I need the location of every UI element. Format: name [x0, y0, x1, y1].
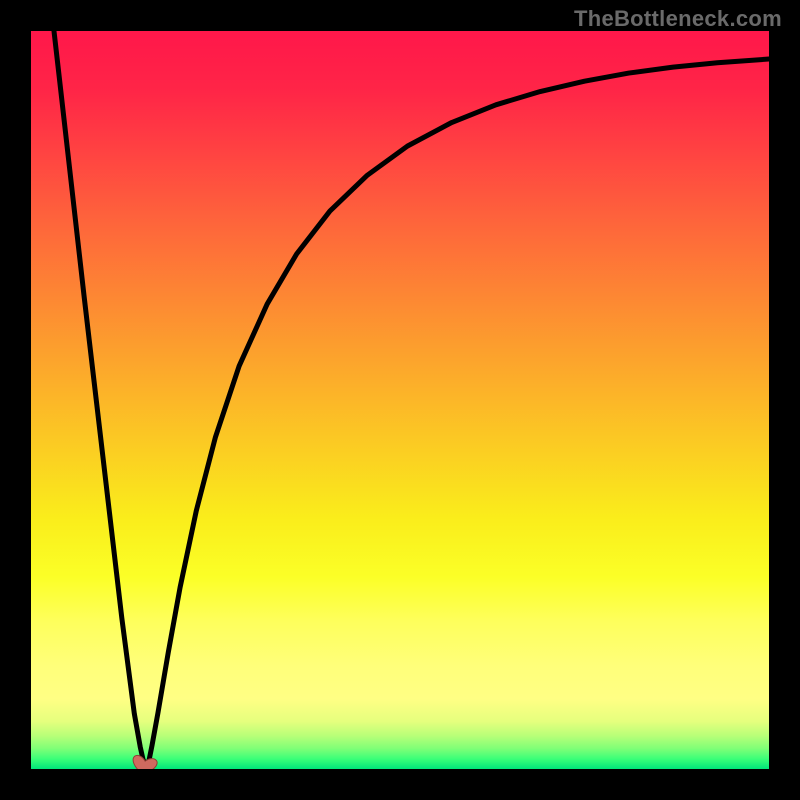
plot-area	[0, 0, 800, 800]
chart-container: TheBottleneck.com	[0, 0, 800, 800]
watermark-label: TheBottleneck.com	[574, 6, 782, 32]
gradient-background	[31, 31, 769, 769]
